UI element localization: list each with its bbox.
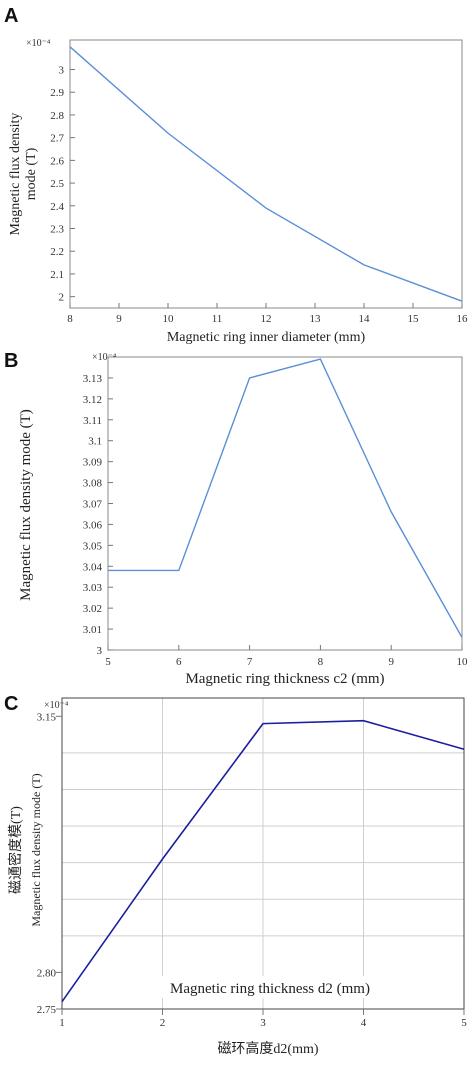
chart-c-x-tick-label: 4: [361, 1017, 367, 1029]
chart-c-ylabel: Magnetic flux density mode (T): [29, 773, 43, 926]
chart-a-x-tick-label: 9: [116, 313, 122, 325]
chart-b-frame: [107, 356, 463, 651]
chart-a-line: [69, 46, 463, 302]
chart-a-x-tick-label: 15: [408, 313, 420, 325]
chart-c-multiplier: ×10⁻⁴: [44, 700, 69, 711]
chart-a-y-tick-label: 3: [59, 65, 65, 77]
chart-b-y-tick-label: 3.09: [83, 457, 103, 469]
chart-a-y-tick-label: 2.1: [50, 269, 64, 281]
chart-c-x-tick-label: 2: [160, 1017, 166, 1029]
chart-a-svg: A ×10⁻⁴ 8 9 10 11 12 13 14 15 16 2 2.1 2.2 2.3 2.4 2.…: [4, 5, 468, 345]
chart-a-ylabel-line2: mode (T): [24, 147, 39, 200]
chart-a-x-tick-label: 14: [359, 313, 371, 325]
chart-c-y-tick-label: 2.75: [37, 1004, 57, 1016]
chart-b-y-tick-label: 3: [97, 645, 103, 657]
chart-c-xlabel: Magnetic ring thickness d2 (mm): [170, 981, 370, 997]
chart-c-x-ticks: 1 2 3 4 5: [59, 1009, 467, 1029]
chart-a-x-tick-label: 10: [163, 313, 175, 325]
chart-a-x-tick-label: 16: [457, 313, 469, 325]
chart-b-svg: B ×10⁻⁴ 5 6 7 8 9 10 3 3.01 3.02 3.03 3.04 3.05 3.0…: [4, 350, 468, 687]
chart-b-y-tick-label: 3.05: [83, 540, 103, 552]
chart-b-y-tick-label: 3.12: [83, 394, 102, 406]
panel-b: B ×10⁻⁴ 5 6 7 8 9 10 3 3.01 3.02 3.03 3.04 3.05 3.0…: [0, 345, 474, 688]
chart-b-y-tick-label: 3.06: [83, 519, 103, 531]
chart-b-y-tick-label: 3.02: [83, 603, 102, 615]
chart-b-y-tick-label: 3.04: [83, 561, 103, 573]
chart-c-y-tick-label: 2.80: [37, 967, 57, 979]
chart-c-svg: C ×10⁻⁴ 1 2 3 4 5 2.75 2.80 3.15 Magnetic ring…: [4, 693, 467, 1057]
chart-c-line: [61, 719, 465, 1003]
chart-c-xlabel-box: [150, 976, 390, 998]
panel-a: A ×10⁻⁴ 8 9 10 11 12 13 14 15 16 2 2.1 2.2 2.3 2.4 2.…: [0, 0, 474, 345]
chart-b-x-tick-label: 9: [388, 656, 394, 668]
chart-b-y-ticks: 3 3.01 3.02 3.03 3.04 3.05 3.06 3.07 3.08 3.09 3.1…: [83, 373, 113, 657]
chart-b-y-tick-label: 3.13: [83, 373, 103, 385]
chart-a-y-tick-label: 2.9: [50, 87, 64, 99]
chart-b-y-tick-label: 3.11: [83, 415, 102, 427]
chart-c-x-tick-label: 3: [260, 1017, 266, 1029]
chart-a-xlabel: Magnetic ring inner diameter (mm): [167, 330, 366, 345]
chart-c-ylabel-cn: 磁通密度模(T): [7, 806, 24, 894]
chart-b-y-tick-label: 3.08: [83, 478, 103, 490]
chart-b-y-tick-label: 3.03: [83, 582, 103, 594]
chart-a-y-tick-label: 2.2: [50, 246, 64, 258]
chart-b-multiplier: ×10⁻⁴: [92, 352, 117, 363]
chart-a-y-tick-label: 2.7: [50, 133, 64, 145]
chart-a-multiplier: ×10⁻⁴: [26, 38, 51, 49]
chart-a-x-tick-label: 13: [310, 313, 322, 325]
chart-b-xlabel: Magnetic ring thickness c2 (mm): [185, 671, 384, 687]
chart-b-x-tick-label: 10: [457, 656, 469, 668]
chart-b-line: [108, 358, 463, 638]
chart-b-x-ticks: 5 6 7 8 9 10: [105, 645, 468, 668]
chart-b-y-tick-label: 3.01: [83, 624, 102, 636]
panel-c: C ×10⁻⁴ 1 2 3 4 5 2.75 2.80 3.15 Magnetic ring…: [0, 688, 474, 1073]
chart-a-y-tick-label: 2.5: [50, 178, 64, 190]
chart-c-y-tick-label: 3.15: [37, 711, 57, 723]
chart-a-x-tick-label: 8: [67, 313, 73, 325]
chart-a-y-tick-label: 2.6: [50, 155, 64, 167]
chart-a-y-tick-label: 2.4: [50, 201, 64, 213]
chart-a-x-ticks: 8 9 10 11 12 13 14 15 16: [67, 303, 468, 325]
chart-a-ylabel-line1: Magnetic flux density: [8, 113, 23, 236]
chart-b-x-tick-label: 6: [176, 656, 182, 668]
chart-a-y-tick-label: 2.8: [50, 110, 64, 122]
chart-a-y-tick-label: 2: [59, 292, 65, 304]
chart-b-x-tick-label: 5: [105, 656, 111, 668]
chart-c-y-ticks: 2.75 2.80 3.15: [37, 711, 62, 1016]
chart-b-x-tick-label: 7: [247, 656, 253, 668]
panel-b-letter: B: [4, 350, 18, 372]
chart-a-x-tick-label: 11: [212, 313, 223, 325]
chart-b-ylabel: Magnetic flux density mode (T): [18, 409, 34, 601]
panel-c-letter: C: [4, 693, 18, 715]
chart-b-y-tick-label: 3.07: [83, 499, 103, 511]
chart-b-x-tick-label: 8: [318, 656, 324, 668]
chart-c-gridlines: [62, 698, 464, 1009]
chart-a-x-tick-label: 12: [261, 313, 272, 325]
panel-a-letter: A: [4, 5, 18, 27]
chart-a-y-ticks: 2 2.1 2.2 2.3 2.4 2.5 2.6 2.7 2.8 2.9 3: [50, 65, 75, 304]
chart-b-y-tick-label: 3.1: [88, 436, 102, 448]
chart-a-frame: [69, 39, 463, 309]
chart-a-y-tick-label: 2.3: [50, 224, 64, 236]
chart-c-xlabel-cn: 磁环高度d2(mm): [217, 1040, 318, 1057]
chart-c-x-tick-label: 1: [59, 1017, 65, 1029]
chart-c-x-tick-label: 5: [461, 1017, 467, 1029]
